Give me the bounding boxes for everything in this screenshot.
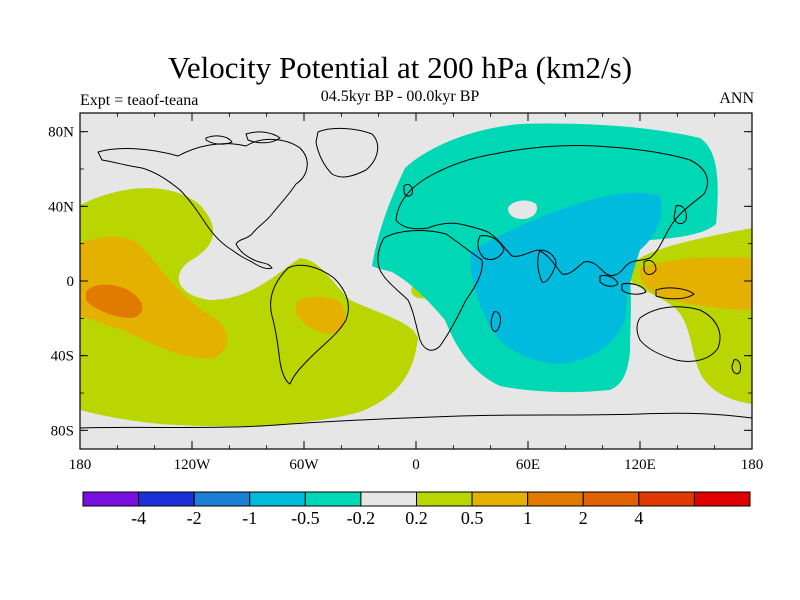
x-axis: 180 120W 60W 0 60E 120E 180: [69, 113, 764, 473]
colorbar-label: -4: [131, 508, 146, 528]
coastlines: [80, 127, 752, 429]
colorbar-label: 1: [523, 508, 532, 528]
map-title: Velocity Potential at 200 hPa (km2/s): [167, 50, 633, 85]
colorbar: -4 -2 -1 -0.5 -0.2 0.2 0.5 1 2 4: [82, 491, 751, 528]
colorbar-swatch: [249, 491, 306, 507]
y-tick-label: 80S: [51, 423, 74, 439]
colorbar-swatch: [193, 491, 251, 507]
colorbar-swatch: [416, 491, 473, 507]
x-tick-label: 60E: [516, 457, 540, 473]
colorbar-label: 4: [634, 508, 643, 528]
map-subtitle: 04.5kyr BP - 00.0kyr BP: [320, 88, 480, 105]
colorbar-swatch: [693, 491, 751, 507]
y-tick-label: 40N: [48, 199, 74, 215]
x-tick-label: 120W: [174, 457, 212, 473]
colorbar-swatch: [582, 491, 640, 507]
colorbar-label: -2: [187, 508, 202, 528]
experiment-label: Expt = teaof-teana: [80, 92, 199, 109]
colorbar-label: -1: [242, 508, 257, 528]
y-tick-label: 80N: [48, 125, 74, 141]
colorbar-swatch: [360, 491, 417, 507]
map-plot-area: [80, 113, 752, 449]
colorbar-label: -0.2: [347, 508, 376, 528]
colorbar-swatch: [82, 491, 140, 507]
positive-region-maritime: [640, 257, 752, 310]
y-tick-label: 0: [67, 274, 75, 290]
colorbar-swatch: [304, 491, 362, 507]
x-tick-label: 120E: [624, 457, 656, 473]
positive-region-south-america: [296, 296, 346, 334]
positive-core-max: [86, 284, 143, 318]
positive-region-pacific-core: [80, 236, 228, 359]
y-tick-label: 40S: [51, 349, 74, 365]
colorbar-label: 0.2: [405, 508, 428, 528]
colorbar-swatch: [138, 491, 195, 507]
negative-core-indian-ocean: [470, 192, 662, 364]
positive-region-pacific: [80, 188, 418, 427]
colorbar-label: -0.5: [291, 508, 320, 528]
neutral-hole-mediterranean: [508, 200, 538, 220]
colorbar-swatch: [471, 491, 529, 507]
colorbar-swatch: [527, 491, 584, 507]
colorbar-label: 2: [579, 508, 588, 528]
x-tick-label: 0: [412, 457, 420, 473]
x-tick-label: 60W: [289, 457, 319, 473]
y-axis: 80N 40N 0 40S 80S: [48, 125, 752, 439]
x-tick-label: 180: [69, 457, 92, 473]
colorbar-label: 0.5: [461, 508, 484, 528]
x-tick-label: 180: [741, 457, 764, 473]
season-label: ANN: [719, 90, 754, 107]
colorbar-swatch: [638, 491, 695, 507]
